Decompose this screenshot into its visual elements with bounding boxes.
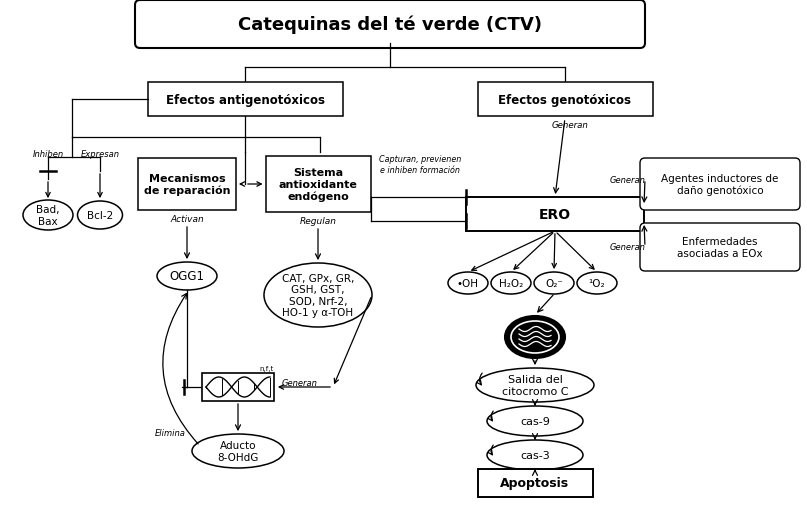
Text: Inhiben: Inhiben	[32, 149, 64, 158]
Text: Bcl-2: Bcl-2	[87, 211, 113, 221]
Text: cas-3: cas-3	[521, 450, 550, 460]
Text: Catequinas del té verde (CTV): Catequinas del té verde (CTV)	[238, 16, 542, 34]
FancyBboxPatch shape	[138, 159, 236, 211]
Text: ERO: ERO	[539, 208, 571, 222]
Text: Generan: Generan	[551, 120, 588, 129]
Text: n,f,t: n,f,t	[259, 365, 273, 371]
Ellipse shape	[77, 201, 123, 230]
Text: Capturan, previenen
e inhiben formación: Capturan, previenen e inhiben formación	[378, 155, 461, 174]
FancyBboxPatch shape	[466, 197, 644, 231]
Text: Enfermedades
asociadas a EOx: Enfermedades asociadas a EOx	[677, 237, 763, 258]
Text: OGG1: OGG1	[169, 270, 204, 283]
Text: Salida del
citocromo C: Salida del citocromo C	[502, 375, 568, 396]
Ellipse shape	[264, 264, 372, 327]
FancyBboxPatch shape	[135, 1, 645, 49]
FancyBboxPatch shape	[478, 469, 592, 497]
Text: Efectos genotóxicos: Efectos genotóxicos	[499, 93, 632, 106]
Ellipse shape	[534, 273, 574, 294]
Text: CAT, GPx, GR,
GSH, GST,
SOD, Nrf-2,
HO-1 y α-TOH: CAT, GPx, GR, GSH, GST, SOD, Nrf-2, HO-1…	[282, 273, 354, 318]
Text: O₂⁻: O₂⁻	[545, 278, 563, 288]
FancyBboxPatch shape	[640, 159, 800, 211]
Ellipse shape	[23, 200, 73, 231]
Ellipse shape	[505, 316, 565, 358]
Text: Mecanismos
de reparación: Mecanismos de reparación	[144, 174, 230, 196]
Ellipse shape	[511, 321, 559, 354]
Text: cas-9: cas-9	[520, 416, 550, 426]
Text: Activan: Activan	[170, 214, 204, 223]
Ellipse shape	[577, 273, 617, 294]
Text: Regulan: Regulan	[299, 216, 337, 225]
Text: Apoptosis: Apoptosis	[500, 477, 570, 489]
Text: Elimina: Elimina	[155, 429, 186, 438]
Text: Bad,
Bax: Bad, Bax	[36, 205, 60, 226]
FancyBboxPatch shape	[202, 373, 274, 401]
Ellipse shape	[476, 368, 594, 402]
FancyBboxPatch shape	[266, 157, 370, 213]
Text: Aducto
8-OHdG: Aducto 8-OHdG	[217, 440, 259, 462]
Ellipse shape	[491, 273, 531, 294]
FancyBboxPatch shape	[640, 224, 800, 272]
Text: ¹O₂: ¹O₂	[588, 278, 605, 288]
Text: H₂O₂: H₂O₂	[499, 278, 523, 288]
Text: Agentes inductores de
daño genotóxico: Agentes inductores de daño genotóxico	[661, 174, 779, 196]
Ellipse shape	[487, 406, 583, 436]
Text: Sistema
antioxidante
endógeno: Sistema antioxidante endógeno	[278, 168, 358, 201]
Text: Generan: Generan	[609, 243, 645, 252]
FancyBboxPatch shape	[478, 83, 653, 117]
Ellipse shape	[157, 263, 217, 290]
Ellipse shape	[192, 434, 284, 468]
Text: Generan: Generan	[609, 175, 645, 184]
Ellipse shape	[487, 440, 583, 470]
Text: Generan: Generan	[282, 379, 318, 388]
Text: Efectos antigenotóxicos: Efectos antigenotóxicos	[165, 93, 324, 106]
Text: •OH: •OH	[457, 278, 479, 288]
Text: Expresan: Expresan	[81, 149, 119, 158]
FancyBboxPatch shape	[148, 83, 342, 117]
Ellipse shape	[448, 273, 488, 294]
